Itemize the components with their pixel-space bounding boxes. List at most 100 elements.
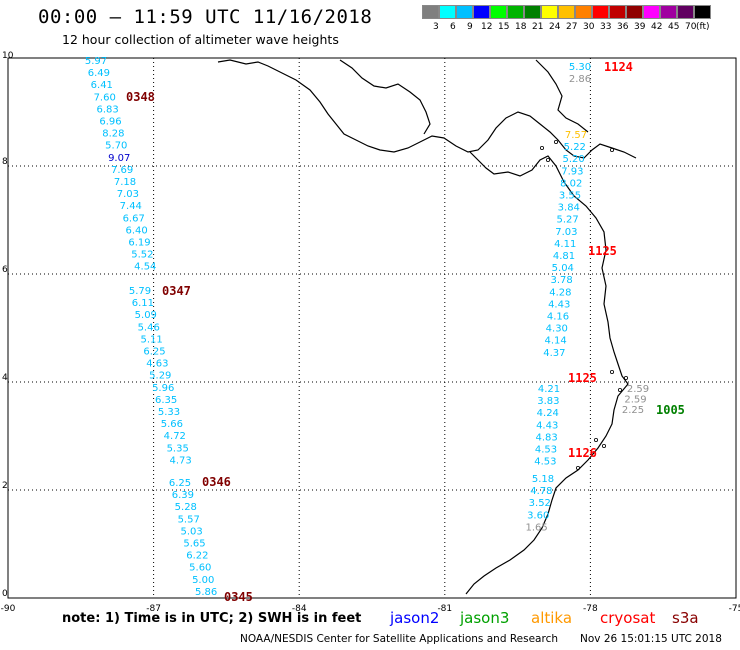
coastline — [339, 59, 431, 135]
wave-height-reading: 3.83 — [537, 396, 559, 407]
wave-height-reading: 6.11 — [132, 298, 154, 309]
wave-height-reading: 4.21 — [538, 384, 560, 395]
wave-height-reading: 6.22 — [186, 551, 208, 562]
legend-swatch — [473, 5, 490, 19]
wave-height-reading: 3.60 — [527, 510, 549, 521]
coastline — [465, 151, 629, 595]
wave-height-reading: 6.41 — [91, 80, 113, 91]
wave-height-reading: 4.72 — [164, 431, 186, 442]
legend-swatch — [592, 5, 609, 19]
wave-height-reading: 5.96 — [152, 383, 174, 394]
wave-height-reading: 4.78 — [530, 486, 552, 497]
footer-note: note: 1) Time is in UTC; 2) SWH is in fe… — [62, 611, 362, 626]
legend-label: 15 — [498, 22, 510, 32]
wave-height-reading: 4.14 — [544, 336, 566, 347]
wave-height-reading: 5.70 — [105, 141, 127, 152]
island-outline — [576, 465, 581, 470]
legend-label: 3 — [433, 22, 439, 32]
wave-height-reading: 2.59 — [624, 395, 646, 406]
satellite-name-s3a: s3a — [672, 609, 699, 627]
wave-height-reading: 6.67 — [123, 213, 145, 224]
wave-height-reading: 4.43 — [548, 299, 570, 310]
pass-time-label: 0348 — [126, 90, 155, 104]
wave-height-reading: 4.54 — [134, 262, 156, 273]
wave-height-reading: 6.96 — [99, 117, 121, 128]
wave-height-reading: 4.53 — [535, 445, 557, 456]
legend-swatch — [507, 5, 524, 19]
legend-label: 18 — [515, 22, 527, 32]
wave-height-reading: 6.39 — [172, 490, 194, 501]
wave-height-reading: 4.73 — [169, 455, 191, 466]
credit-line: NOAA/NESDIS Center for Satellite Applica… — [240, 633, 558, 645]
x-tick-label: -78 — [583, 604, 598, 614]
wave-height-reading: 7.93 — [561, 166, 583, 177]
pass-time-label: 1124 — [604, 60, 633, 74]
pass-time-label: 0345 — [224, 590, 253, 604]
wave-height-reading: 5.65 — [183, 539, 205, 550]
wave-height-reading: 6.25 — [169, 478, 191, 489]
legend-swatch — [677, 5, 694, 19]
map-title: 00:00 – 11:59 UTC 11/16/2018 — [38, 6, 373, 28]
wave-height-reading: 5.60 — [189, 563, 211, 574]
x-tick-label: -75 — [729, 604, 740, 614]
x-tick-label: -81 — [437, 604, 452, 614]
wave-height-reading: 4.24 — [537, 408, 559, 419]
pass-time-label: 1005 — [656, 403, 685, 417]
island-outline — [618, 387, 623, 392]
satellite-name-jason2: jason2 — [390, 609, 440, 627]
y-tick-label: 10 — [2, 51, 14, 61]
wave-height-reading: 4.16 — [547, 312, 569, 323]
legend-label: 9 — [467, 22, 473, 32]
wave-height-reading: 6.35 — [155, 395, 177, 406]
wave-height-reading: 5.03 — [180, 526, 202, 537]
island-outline — [602, 443, 607, 448]
wave-height-reading: 4.28 — [549, 287, 571, 298]
wave-height-reading: 7.57 — [565, 130, 587, 141]
wave-height-reading: 2.59 — [627, 384, 649, 395]
legend-swatch — [643, 5, 660, 19]
wave-height-reading: 9.07 — [108, 153, 130, 164]
legend-swatch — [541, 5, 558, 19]
legend-swatch — [626, 5, 643, 19]
legend-label: 27 — [566, 22, 578, 32]
coastline — [535, 59, 589, 133]
wave-height-reading: 5.79 — [129, 286, 151, 297]
y-tick-label: 4 — [2, 373, 8, 383]
wave-height-reading: 2.25 — [622, 405, 644, 416]
legend-label: 30 — [583, 22, 595, 32]
wave-height-reading: 5.57 — [178, 514, 200, 525]
wave-height-reading: 5.04 — [552, 263, 574, 274]
y-tick-label: 0 — [2, 589, 8, 599]
legend-swatch — [524, 5, 541, 19]
wave-height-reading: 5.09 — [135, 310, 157, 321]
legend-swatch — [558, 5, 575, 19]
legend-label: (ft) — [696, 22, 710, 32]
pass-time-label: 1126 — [568, 446, 597, 460]
x-tick-label: -87 — [146, 604, 161, 614]
legend-label: 42 — [651, 22, 663, 32]
wave-height-reading: 8.28 — [102, 129, 124, 140]
wave-height-reading: 4.43 — [536, 420, 558, 431]
wave-height-reading: 5.35 — [167, 443, 189, 454]
island-outline — [540, 145, 545, 150]
wave-height-reading: 5.52 — [131, 250, 153, 261]
legend-label: 12 — [481, 22, 493, 32]
legend-label: 24 — [549, 22, 561, 32]
island-outline — [610, 369, 615, 374]
legend-labels: 3 6 9 12 15 18 21 24 27 30 33 36 39 42 45 70 (ft) — [422, 22, 711, 36]
y-tick-label: 6 — [2, 265, 8, 275]
x-tick-label: -84 — [292, 604, 307, 614]
legend-label: 45 — [668, 22, 680, 32]
wave-height-reading: 7.03 — [555, 227, 577, 238]
wave-height-reading: 1.65 — [525, 522, 547, 533]
wave-height-reading: 4.37 — [543, 348, 565, 359]
wave-height-reading: 7.44 — [120, 201, 142, 212]
pass-time-label: 0346 — [202, 475, 231, 489]
wave-height-reading: 3.78 — [550, 275, 572, 286]
legend-swatch — [439, 5, 456, 19]
y-tick-label: 8 — [2, 157, 8, 167]
wave-height-reading: 5.00 — [192, 575, 214, 586]
legend-swatch — [694, 5, 711, 19]
satellite-name-jason3: jason3 — [460, 609, 510, 627]
